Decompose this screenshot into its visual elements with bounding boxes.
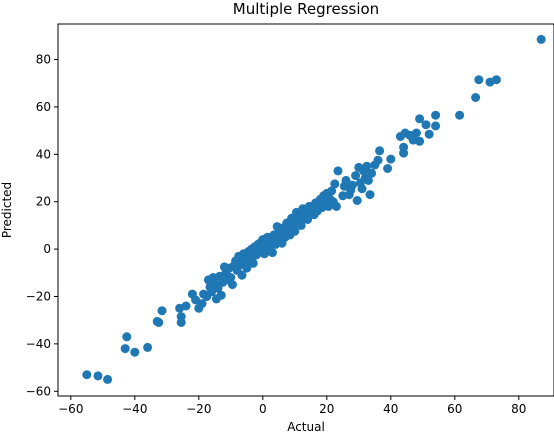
data-point bbox=[130, 347, 140, 357]
y-tick-label: 0 bbox=[43, 242, 51, 256]
data-point bbox=[331, 201, 341, 211]
data-point bbox=[122, 332, 132, 342]
y-axis: −60 −40 −20 0 20 40 60 80 bbox=[26, 53, 58, 398]
data-point bbox=[154, 318, 164, 327]
y-tick-label: −60 bbox=[26, 384, 51, 398]
x-tick-label: −60 bbox=[58, 402, 83, 416]
data-point bbox=[357, 184, 367, 194]
data-point bbox=[431, 121, 441, 131]
data-point bbox=[248, 258, 258, 268]
y-tick-label: −40 bbox=[26, 337, 51, 351]
data-point bbox=[352, 196, 362, 205]
x-tick-label: 20 bbox=[319, 402, 334, 416]
data-point bbox=[351, 171, 361, 181]
data-point bbox=[375, 146, 385, 156]
y-axis-label: Predicted bbox=[0, 182, 14, 238]
data-point bbox=[120, 344, 130, 354]
data-point bbox=[267, 248, 277, 258]
data-point bbox=[227, 280, 237, 290]
x-axis: −60 −40 −20 0 20 40 60 80 bbox=[58, 396, 526, 416]
data-point bbox=[216, 290, 226, 300]
y-tick-label: 80 bbox=[36, 53, 51, 67]
data-point bbox=[491, 75, 501, 85]
data-point bbox=[411, 128, 421, 138]
x-tick-label: −40 bbox=[122, 402, 147, 416]
data-point bbox=[415, 114, 425, 124]
data-point bbox=[347, 180, 357, 190]
x-tick-label: −20 bbox=[186, 402, 211, 416]
x-tick-label: 0 bbox=[259, 402, 267, 416]
x-axis-label: Actual bbox=[287, 420, 325, 434]
data-point bbox=[362, 161, 372, 171]
data-point bbox=[474, 75, 484, 85]
data-point bbox=[290, 226, 300, 236]
data-point bbox=[296, 220, 306, 230]
data-point bbox=[157, 306, 167, 316]
chart-title: Multiple Regression bbox=[233, 0, 379, 18]
data-point bbox=[341, 175, 351, 185]
y-tick-label: 20 bbox=[36, 195, 51, 209]
data-point bbox=[181, 301, 191, 311]
data-point bbox=[226, 273, 236, 282]
data-point bbox=[237, 270, 247, 280]
data-point bbox=[431, 110, 441, 120]
data-point bbox=[399, 142, 409, 152]
data-point bbox=[259, 249, 269, 259]
x-tick-label: 60 bbox=[447, 402, 462, 416]
data-point bbox=[471, 93, 481, 102]
data-point bbox=[197, 299, 207, 309]
data-point bbox=[330, 179, 340, 189]
data-point bbox=[82, 370, 92, 380]
data-point bbox=[365, 190, 375, 200]
data-point bbox=[93, 371, 103, 381]
data-point bbox=[327, 186, 337, 196]
data-point bbox=[373, 155, 383, 165]
data-point bbox=[367, 168, 377, 178]
data-point bbox=[103, 374, 113, 384]
data-point bbox=[424, 129, 434, 139]
x-tick-label: 80 bbox=[511, 402, 526, 416]
y-tick-label: 60 bbox=[36, 100, 51, 114]
x-tick-label: 40 bbox=[383, 402, 398, 416]
data-point bbox=[386, 154, 396, 164]
points-layer bbox=[82, 34, 546, 384]
data-point bbox=[536, 34, 546, 44]
plot-frame bbox=[57, 23, 554, 397]
data-point bbox=[383, 164, 393, 173]
data-point bbox=[242, 263, 252, 273]
data-point bbox=[363, 175, 373, 185]
data-point bbox=[143, 342, 153, 352]
y-tick-label: 40 bbox=[36, 147, 51, 161]
data-point bbox=[176, 312, 186, 322]
data-point bbox=[333, 166, 343, 176]
data-point bbox=[415, 136, 425, 146]
data-point bbox=[421, 120, 431, 130]
data-point bbox=[455, 110, 465, 120]
y-tick-label: −20 bbox=[26, 289, 51, 303]
